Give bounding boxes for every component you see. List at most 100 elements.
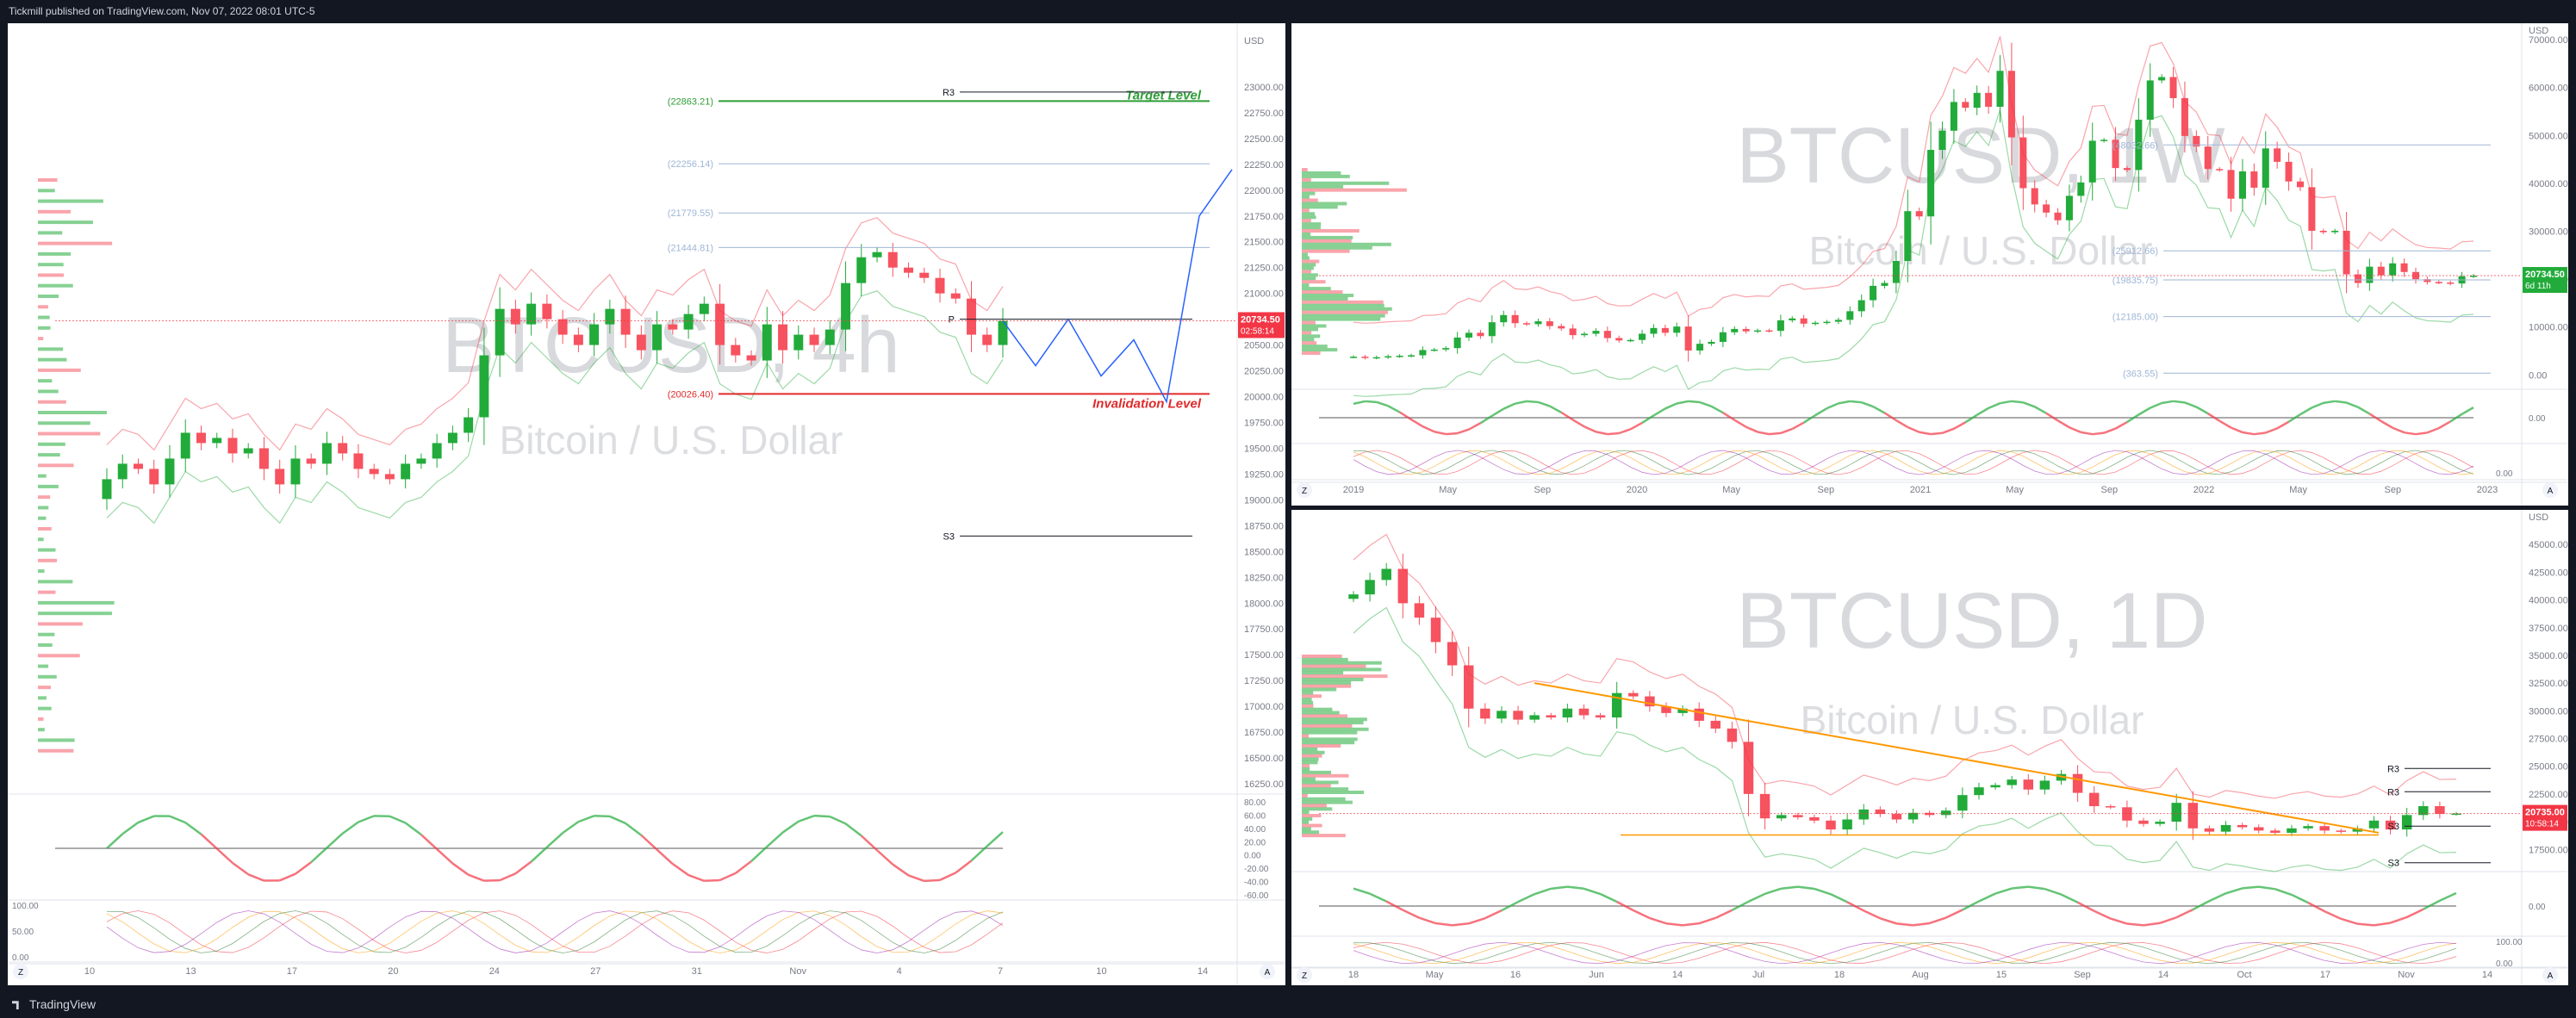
volume-profile-bar — [1302, 245, 1372, 250]
oscillator-segment — [546, 832, 563, 848]
chart-panel-4h[interactable]: BTCUSD, 4h Bitcoin / U.S. Dollar USD 23000.… — [8, 23, 1285, 985]
candle-body — [1727, 728, 1738, 742]
oscillator-segment — [326, 832, 344, 849]
candle-body — [1834, 320, 1842, 322]
volume-profile-bar — [1302, 757, 1319, 761]
projection-path-line — [1002, 169, 1233, 404]
candle-body — [2077, 182, 2085, 196]
candle-body — [369, 469, 379, 475]
oscillator-segment — [2028, 885, 2045, 891]
auto-scale-button — [2542, 967, 2558, 983]
volume-profile-bar — [1302, 266, 1314, 270]
x-tick-label: 14 — [2158, 970, 2168, 980]
candle-body — [872, 251, 882, 258]
volume-profile-bar — [1302, 730, 1358, 735]
oscillator-segment — [2323, 400, 2336, 405]
stochastic-line — [1353, 941, 2457, 965]
oscillator-segment — [1745, 425, 1758, 433]
bar-countdown: 10:58:14 — [2525, 820, 2559, 829]
oscillator-segment — [1682, 922, 1700, 927]
candle-body — [1858, 809, 1869, 820]
volume-profile-bar — [38, 495, 51, 500]
last-price-tag — [2523, 267, 2567, 294]
candle-body — [2385, 820, 2396, 830]
volume-profile-bar — [38, 580, 73, 584]
x-tick-label: 15 — [1996, 970, 2007, 980]
oscillator-segment — [1503, 402, 1516, 410]
candle-body — [2303, 826, 2313, 829]
chart-panel-1d[interactable]: BTCUSD, 1D Bitcoin / U.S. Dollar USD 45000.… — [1291, 510, 2568, 985]
candle-body — [2435, 282, 2442, 283]
y-tick-label: 22500.00 — [1244, 134, 1284, 145]
oscillator-segment — [2258, 885, 2276, 891]
lower-band-line — [106, 290, 1004, 525]
candle-body — [2187, 803, 2199, 829]
oscillator-segment — [577, 815, 595, 823]
oscillator-segment — [2184, 401, 2197, 408]
y-tick-label: 20000.00 — [1244, 393, 1284, 403]
volume-profile-bar — [1302, 280, 1326, 284]
volume-profile-bar — [38, 717, 44, 721]
candle-body — [1628, 692, 1639, 697]
volume-profile-bar — [1302, 205, 1338, 209]
chart-panel-1w[interactable]: BTCUSD, 1W Bitcoin / U.S. Dollar USD 70000.… — [1291, 23, 2568, 506]
oscillator-segment — [1962, 900, 1980, 911]
volume-profile-bar — [1302, 830, 1320, 835]
volume-profile-bar — [38, 209, 72, 214]
price-level-label: (22256.14) — [668, 159, 713, 170]
volume-profile-bar — [38, 600, 115, 605]
x-tick-label: Jun — [1589, 970, 1604, 980]
volume-profile-bar — [1302, 777, 1316, 781]
volume-profile-bar — [1302, 300, 1384, 304]
candle-body — [731, 345, 741, 356]
volume-profile-bar — [1302, 283, 1310, 288]
oscillator-segment — [766, 831, 784, 847]
oscillator-segment — [1526, 400, 1539, 404]
x-tick-label: 27 — [590, 966, 600, 977]
oscillator-segment — [1600, 892, 1618, 903]
pivot-label: S3 — [943, 531, 955, 542]
volume-profile-bar — [1302, 800, 1353, 804]
volume-profile-bar — [38, 263, 64, 267]
oscillator-segment — [2011, 400, 2024, 404]
volume-profile-bar — [1302, 334, 1321, 338]
volume-profile-bar — [1302, 191, 1316, 196]
candle-body — [1578, 708, 1590, 716]
candle-body — [1759, 793, 1770, 819]
oscillator-segment — [1517, 893, 1535, 903]
volume-profile-bar — [1302, 791, 1365, 795]
x-tick-label: May — [1722, 485, 1740, 495]
stochastic-line — [1353, 450, 2474, 475]
oscillator-segment — [1534, 887, 1552, 896]
volume-profile-bar — [1302, 655, 1342, 658]
oscillator-segment — [2114, 420, 2128, 430]
oscillator-segment — [640, 834, 658, 851]
oscillator-tick-label: -60.00 — [1244, 891, 1269, 901]
oscillator-segment — [1387, 405, 1401, 413]
volume-profile-bar — [38, 251, 72, 256]
volume-profile-bar — [1302, 691, 1314, 695]
oscillator-segment — [1757, 431, 1770, 436]
candle-body — [165, 458, 175, 485]
volume-profile-bar — [38, 506, 49, 510]
x-tick-label: 4 — [897, 966, 902, 977]
zoom-button — [13, 964, 28, 979]
oscillator-segment — [688, 873, 705, 882]
candle-body — [573, 334, 583, 345]
volume-profile-bar — [1302, 827, 1311, 831]
candle-body — [1480, 708, 1490, 719]
oscillator-segment — [1830, 893, 1848, 903]
volume-profile-bar — [1302, 171, 1341, 175]
x-tick-label: 7 — [998, 966, 1003, 977]
y-tick-label: 16500.00 — [1244, 754, 1284, 764]
candle-body — [1870, 285, 1877, 301]
oscillator-segment — [2195, 406, 2209, 415]
oscillator-segment — [2374, 922, 2391, 927]
tradingview-footer: TradingView — [0, 990, 2576, 1018]
volume-profile-bar — [1302, 345, 1328, 349]
oscillator-segment — [1942, 427, 1955, 434]
candle-body — [353, 453, 364, 469]
oscillator-segment — [1838, 400, 1851, 405]
oscillator-segment — [986, 831, 1004, 847]
oscillator-segment — [1677, 400, 1689, 405]
